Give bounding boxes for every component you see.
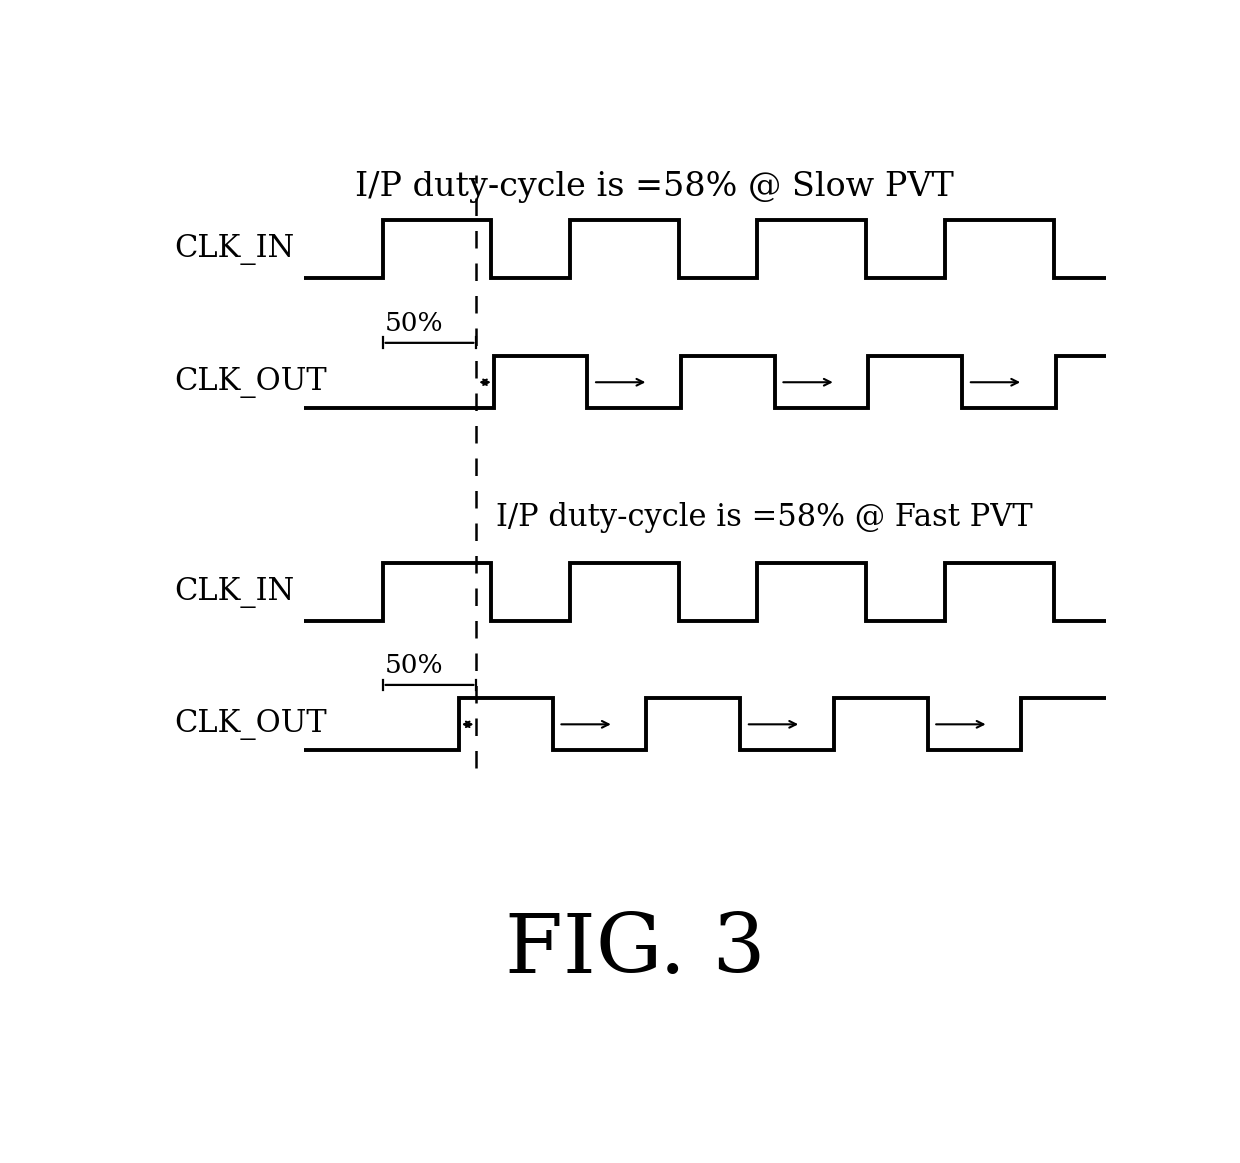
Text: I/P duty-cycle is =58% @ Slow PVT: I/P duty-cycle is =58% @ Slow PVT bbox=[356, 171, 954, 202]
Text: CLK_OUT: CLK_OUT bbox=[174, 366, 327, 398]
Text: 50%: 50% bbox=[384, 311, 443, 336]
Text: FIG. 3: FIG. 3 bbox=[505, 909, 766, 990]
Text: CLK_OUT: CLK_OUT bbox=[174, 708, 327, 740]
Text: 50%: 50% bbox=[384, 652, 443, 678]
Text: CLK_IN: CLK_IN bbox=[174, 577, 294, 608]
Text: I/P duty-cycle is =58% @ Fast PVT: I/P duty-cycle is =58% @ Fast PVT bbox=[496, 502, 1032, 534]
Text: CLK_IN: CLK_IN bbox=[174, 234, 294, 265]
